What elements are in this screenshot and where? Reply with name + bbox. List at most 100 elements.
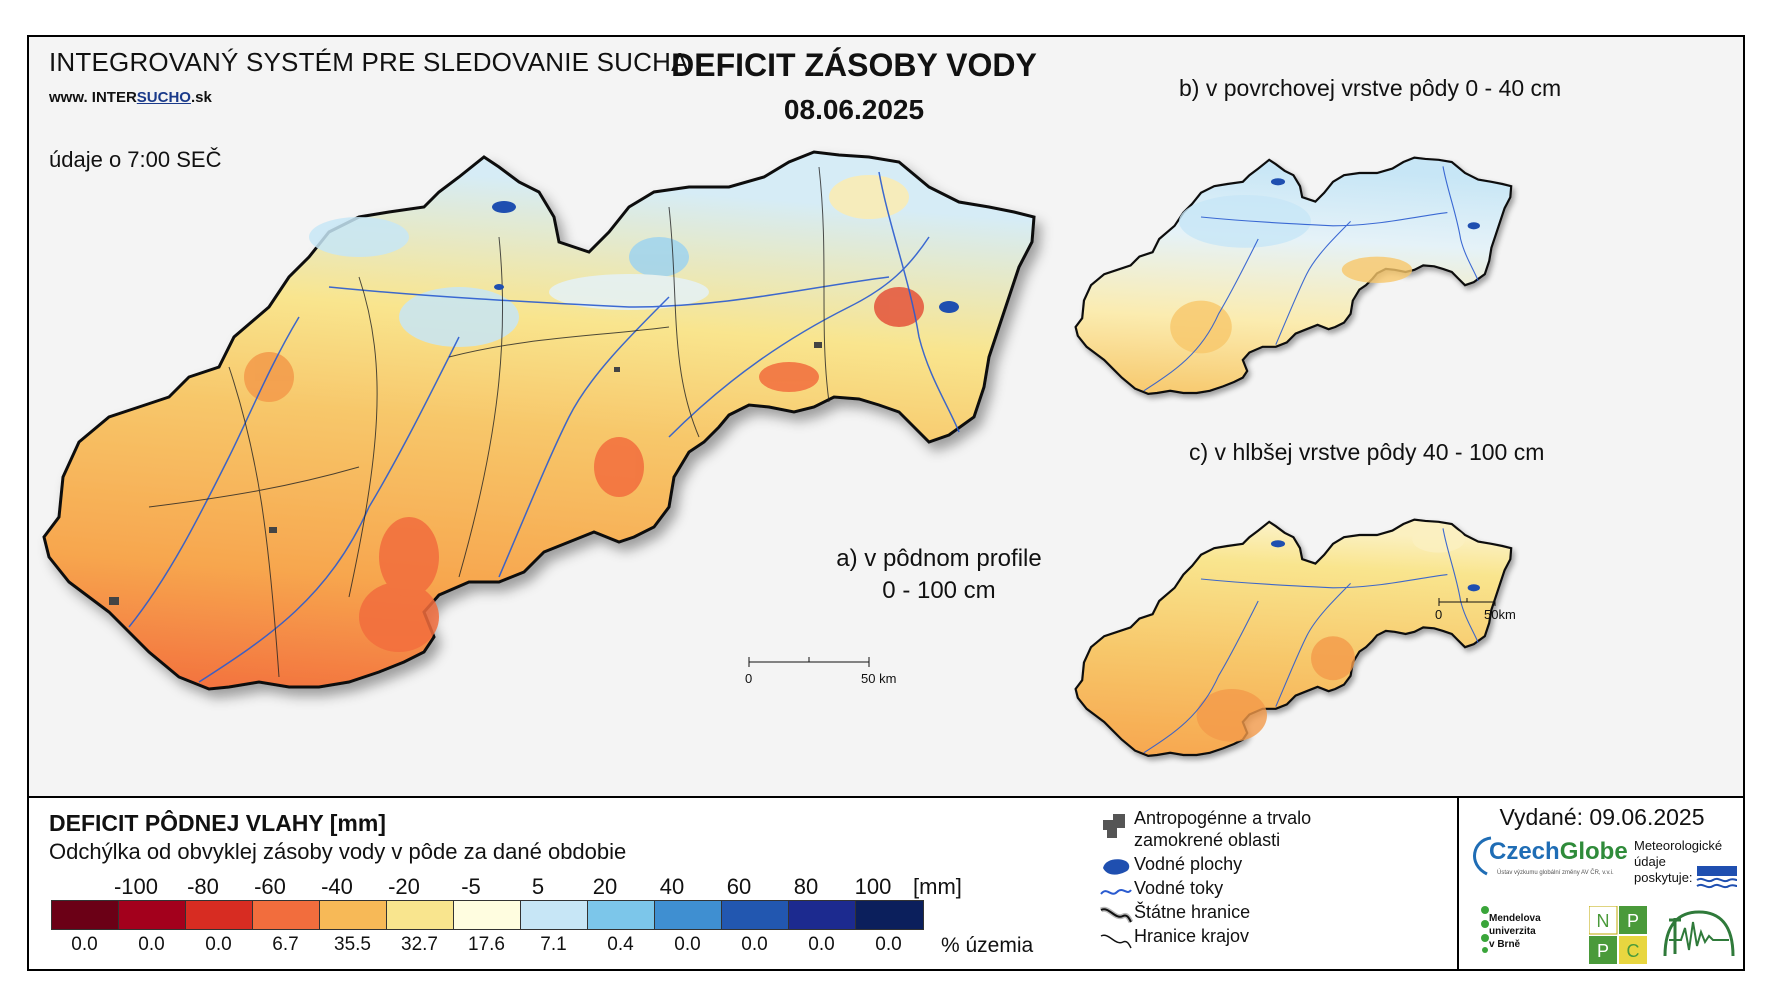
legend-tick: 20 <box>592 874 618 899</box>
legend-tick: -60 <box>254 874 286 899</box>
legend-percent-value: 0.4 <box>607 934 634 955</box>
legend-percent-unit: % územia <box>941 934 1034 957</box>
ustav-vied-o-zemi-logo <box>1663 910 1735 957</box>
issued-date: Vydané: 09.06.2025 <box>1499 804 1705 830</box>
map-a-soil-profile: 0 50 km <box>42 150 1036 691</box>
legend-color-cell <box>119 901 186 929</box>
legend-percent-value: 7.1 <box>540 934 567 955</box>
shmu-logo-icon <box>1696 866 1738 889</box>
map-a-label-line2: 0 - 100 cm <box>882 577 996 604</box>
symbol-urban-line1: Antropogénne a trvalo <box>1134 808 1312 828</box>
system-title: INTEGROVANÝ SYSTÉM PRE SLEDOVANIE SUCHA <box>49 47 689 77</box>
legend-percent-value: 0.0 <box>138 934 165 955</box>
map-c-label: c) v hlbšej vrstve pôdy 40 - 100 cm <box>1189 439 1545 465</box>
legend-color-cell <box>856 901 923 929</box>
nppc-letter-c: C <box>1627 941 1640 961</box>
region-border-icon <box>1100 934 1132 949</box>
map-a-label-line1: a) v pôdnom profile <box>836 545 1042 572</box>
legend-color-cell <box>655 901 722 929</box>
legend-percent-value: 35.5 <box>334 934 371 955</box>
symbol-river-label: Vodné toky <box>1134 878 1224 898</box>
map-b-label: b) v povrchovej vrstve pôdy 0 - 40 cm <box>1179 75 1562 101</box>
legend-percent-value: 17.6 <box>468 934 505 955</box>
map-date: 08.06.2025 <box>783 94 925 125</box>
symbol-region-border-label: Hranice krajov <box>1134 926 1250 946</box>
map-panel: INTEGROVANÝ SYSTÉM PRE SLEDOVANIE SUCHA … <box>29 37 1743 794</box>
legend-percent-value: 6.7 <box>272 934 299 955</box>
water-body-icon <box>1103 859 1130 875</box>
mendel-line2: univerzita <box>1489 926 1536 937</box>
nppc-letter-p1: P <box>1627 911 1639 931</box>
map-b-surface-layer <box>1074 156 1513 395</box>
legend-tick: 100 <box>854 874 892 899</box>
legend-percent-value: 32.7 <box>401 934 438 955</box>
nppc-logo: N P P C <box>1589 906 1647 964</box>
legend-color-cell <box>253 901 320 929</box>
scale-small-zero: 0 <box>1435 607 1442 622</box>
legend-color-cell <box>186 901 253 929</box>
legend-percent-value: 0.0 <box>875 934 902 955</box>
czechglobe-b: Globe <box>1559 838 1628 865</box>
czechglobe-subtitle: Ústav výzkumu globální změny AV ČR, v.v.… <box>1497 870 1614 876</box>
legend-percent-value: 0.0 <box>741 934 768 955</box>
mendel-logo: Mendelova univerzita v Brně <box>1489 912 1541 951</box>
state-border-icon <box>1099 906 1133 924</box>
river-icon <box>1100 889 1132 895</box>
legend-tick: -80 <box>187 874 219 899</box>
legend-color-cell <box>387 901 454 929</box>
nppc-letter-n: N <box>1597 911 1610 931</box>
legend-percent-value: 0.0 <box>205 934 232 955</box>
legend-color-cell <box>722 901 789 929</box>
legend-tick: -40 <box>321 874 353 899</box>
legend-percent-value: 0.0 <box>674 934 701 955</box>
legend-heading: DEFICIT PÔDNEJ VLAHY [mm] <box>49 810 386 836</box>
mendel-line1: Mendelova <box>1489 913 1541 924</box>
legend-color-cell <box>454 901 521 929</box>
meteo-line1: Meteorologické <box>1634 838 1723 853</box>
legend-percent-value: 0.0 <box>808 934 835 955</box>
scale-bar-main: 0 50 km <box>745 657 896 686</box>
legend-tick: -20 <box>388 874 420 899</box>
legend-tick-labels: -100 -80 -60 -40 -20 -5 5 20 40 60 80 10… <box>49 874 979 900</box>
legend-tick: -100 <box>113 874 159 899</box>
symbol-water-label: Vodné plochy <box>1134 854 1243 874</box>
meteo-line3: poskytuje: <box>1634 870 1693 885</box>
data-time: údaje o 7:00 SEČ <box>49 147 222 172</box>
legend-subheading: Odchýlka od obvyklej zásoby vody v pôde … <box>49 839 627 864</box>
czechglobe-logo: CzechGlobe <box>1471 838 1628 866</box>
legend-color-cell <box>320 901 387 929</box>
mendel-dots-icon <box>1481 906 1489 953</box>
legend-color-cell <box>521 901 588 929</box>
legend-tick: 60 <box>726 874 752 899</box>
legend-tick: 80 <box>793 874 819 899</box>
legend-tick: 40 <box>659 874 685 899</box>
legend-color-cell <box>588 901 655 929</box>
legend-color-cell <box>52 901 119 929</box>
mendel-line3: v Brně <box>1489 939 1521 950</box>
legend-tick: -5 <box>461 874 481 899</box>
symbol-urban-line2: zamokrené oblasti <box>1134 830 1281 850</box>
legend-unit: [mm] <box>913 874 962 899</box>
nppc-letter-p2: P <box>1597 941 1609 961</box>
symbol-state-border-label: Štátne hranice <box>1134 902 1251 922</box>
slovakia-maps: 0 50 km <box>42 150 1516 757</box>
website-suffix: .sk <box>190 89 212 106</box>
issued-box: Vydané: 09.06.2025 CzechGlobe Ústav výzk… <box>1457 798 1743 969</box>
legend-panel: DEFICIT PÔDNEJ VLAHY [mm] Odchýlka od ob… <box>29 796 1743 969</box>
meteo-line2: údaje <box>1634 854 1666 869</box>
scale-main-zero: 0 <box>745 671 752 686</box>
legend-percent-value: 0.0 <box>71 934 98 955</box>
map-c-deep-layer <box>1074 518 1513 757</box>
website-highlight: SUCHO <box>136 89 191 106</box>
map-frame: INTEGROVANÝ SYSTÉM PRE SLEDOVANIE SUCHA … <box>27 35 1745 971</box>
website-link[interactable]: www. INTERSUCHO.sk <box>49 89 212 106</box>
scale-main-50: 50 km <box>861 671 896 686</box>
main-title: DEFICIT ZÁSOBY VODY <box>671 47 1037 83</box>
urban-area-icon <box>1103 814 1125 838</box>
legend-color-cell <box>789 901 856 929</box>
website-prefix: www. INTER <box>49 89 137 106</box>
legend-tick: 5 <box>531 874 545 899</box>
czechglobe-arc-icon <box>1473 836 1492 876</box>
scale-small-50: 50km <box>1484 607 1516 622</box>
meteo-provider-text: Meteorologické údaje poskytuje: <box>1634 838 1722 886</box>
